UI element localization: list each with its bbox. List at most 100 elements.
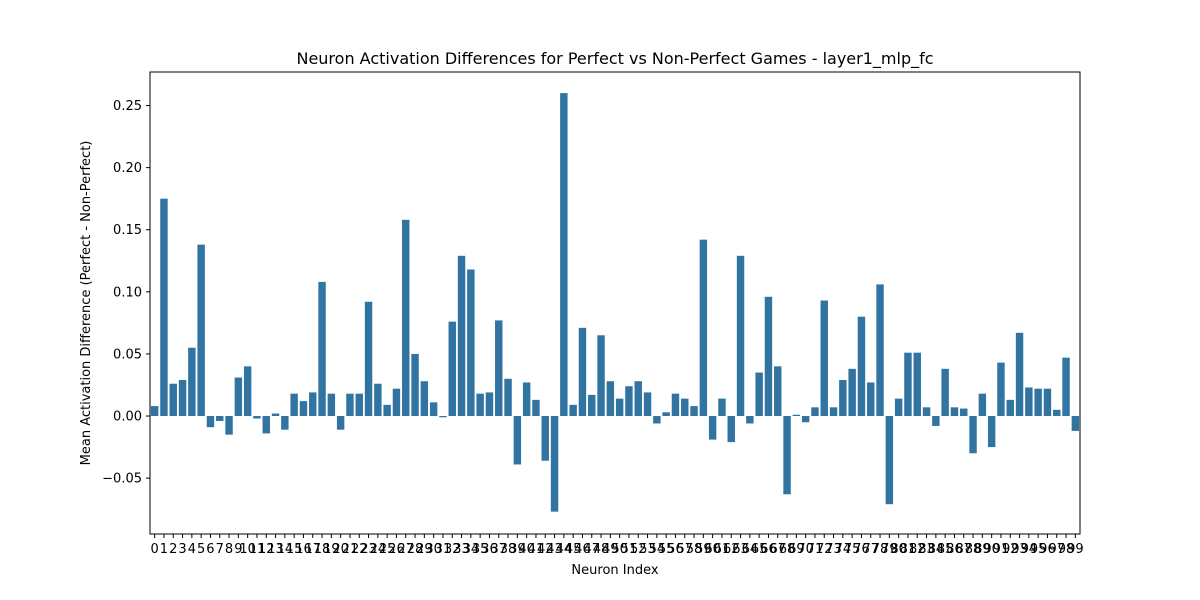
x-axis: 0 1 2 3 4 5 6 7 8 9101112131415161718192021222324… xyxy=(151,534,1084,557)
x-tick-label: 84 xyxy=(928,542,945,557)
bar-neuron-29 xyxy=(420,381,429,417)
bar-neuron-81 xyxy=(904,352,912,417)
x-tick-label: 94 xyxy=(1021,542,1038,557)
x-tick-label: 10 xyxy=(239,542,256,557)
bar-neuron-57 xyxy=(681,398,689,417)
y-axis-title: Mean Activation Difference (Perfect - No… xyxy=(79,141,94,466)
bar-neuron-49 xyxy=(606,381,615,417)
bar-neuron-35 xyxy=(476,393,484,417)
bar-neuron-26 xyxy=(392,388,401,417)
bar-neuron-50 xyxy=(615,398,624,417)
bar-neuron-32 xyxy=(448,321,456,417)
bar-neuron-96 xyxy=(1043,388,1052,417)
bar-neuron-74 xyxy=(839,380,847,417)
bar-neuron-79 xyxy=(885,416,894,505)
bar-neuron-33 xyxy=(457,255,466,417)
x-tick-label: 24 xyxy=(370,542,387,557)
bar-neuron-91 xyxy=(997,362,1005,417)
x-tick-label: 41 xyxy=(528,542,545,557)
bar-neuron-75 xyxy=(848,368,856,417)
x-tick-label: 8 xyxy=(225,542,233,557)
bar-neuron-31 xyxy=(439,416,447,418)
bar-neuron-34 xyxy=(467,269,475,417)
y-tick-label: 0.05 xyxy=(113,347,142,362)
x-tick-label: 92 xyxy=(1002,542,1019,557)
x-tick-label: 57 xyxy=(676,542,693,557)
bar-neuron-24 xyxy=(374,383,382,417)
bar-neuron-58 xyxy=(690,406,698,417)
x-tick-label: 46 xyxy=(574,542,591,557)
bar-neuron-10 xyxy=(243,366,252,417)
bar-neuron-40 xyxy=(522,382,531,417)
x-tick-label: 21 xyxy=(342,542,359,557)
bar-neuron-1 xyxy=(160,198,168,417)
bar-neuron-97 xyxy=(1053,409,1061,417)
x-tick-label: 29 xyxy=(416,542,433,557)
bar-neuron-14 xyxy=(281,416,289,430)
x-tick-label: 48 xyxy=(593,542,610,557)
bar-neuron-60 xyxy=(708,416,717,440)
bar-neuron-78 xyxy=(876,284,884,417)
x-tick-label: 51 xyxy=(621,542,638,557)
bar-neuron-41 xyxy=(532,399,540,417)
x-tick-label: 5 xyxy=(197,542,205,557)
x-tick-label: 43 xyxy=(546,542,563,557)
bar-neuron-62 xyxy=(727,416,735,443)
bars-layer xyxy=(150,93,1080,512)
x-tick-label: 4 xyxy=(188,542,196,557)
x-tick-label: 79 xyxy=(881,542,898,557)
x-tick-label: 42 xyxy=(537,542,554,557)
bar-neuron-3 xyxy=(178,380,187,417)
bar-neuron-77 xyxy=(867,382,875,417)
bar-neuron-54 xyxy=(653,416,661,424)
x-tick-label: 62 xyxy=(723,542,740,557)
y-tick-label: 0.20 xyxy=(113,161,142,176)
bar-neuron-11 xyxy=(253,416,261,419)
bar-neuron-44 xyxy=(560,93,568,417)
x-tick-label: 49 xyxy=(602,542,619,557)
bar-neuron-45 xyxy=(569,404,577,417)
bar-neuron-64 xyxy=(746,416,754,424)
x-tick-label: 11 xyxy=(249,542,266,557)
bar-neuron-20 xyxy=(336,416,345,430)
bar-neuron-94 xyxy=(1025,387,1033,417)
x-tick-label: 14 xyxy=(277,542,294,557)
bar-neuron-28 xyxy=(411,353,419,417)
x-tick-label: 28 xyxy=(407,542,424,557)
x-tick-label: 6 xyxy=(206,542,214,557)
x-tick-label: 36 xyxy=(481,542,498,557)
bar-neuron-43 xyxy=(550,416,559,512)
bar-neuron-59 xyxy=(699,239,708,417)
bar-neuron-9 xyxy=(234,377,243,417)
x-tick-label: 40 xyxy=(518,542,535,557)
chart-title: Neuron Activation Differences for Perfec… xyxy=(296,49,933,69)
x-tick-label: 12 xyxy=(258,542,275,557)
x-tick-label: 64 xyxy=(742,542,759,557)
bar-neuron-80 xyxy=(894,398,903,417)
x-tick-label: 99 xyxy=(1067,542,1084,557)
x-tick-label: 72 xyxy=(816,542,833,557)
x-tick-label: 31 xyxy=(435,542,452,557)
x-tick-label: 37 xyxy=(490,542,507,557)
plot-frame xyxy=(149,71,1081,535)
x-tick-label: 98 xyxy=(1058,542,1075,557)
y-tick-label: −0.05 xyxy=(102,472,142,487)
bar-neuron-2 xyxy=(169,383,177,417)
x-tick-label: 19 xyxy=(323,542,340,557)
x-tick-label: 85 xyxy=(937,542,954,557)
bar-neuron-55 xyxy=(662,412,670,417)
x-tick-label: 67 xyxy=(769,542,786,557)
bar-neuron-15 xyxy=(290,393,298,417)
bar-neuron-22 xyxy=(355,393,363,417)
x-tick-label: 23 xyxy=(360,542,377,557)
x-tick-label: 33 xyxy=(453,542,470,557)
x-tick-label: 59 xyxy=(695,542,712,557)
bar-neuron-82 xyxy=(913,352,921,417)
bar-neuron-25 xyxy=(383,404,391,417)
x-tick-label: 70 xyxy=(797,542,814,557)
bar-neuron-7 xyxy=(216,416,224,421)
x-tick-label: 66 xyxy=(760,542,777,557)
x-tick-label: 56 xyxy=(667,542,684,557)
y-tick-label: 0.10 xyxy=(113,285,142,300)
